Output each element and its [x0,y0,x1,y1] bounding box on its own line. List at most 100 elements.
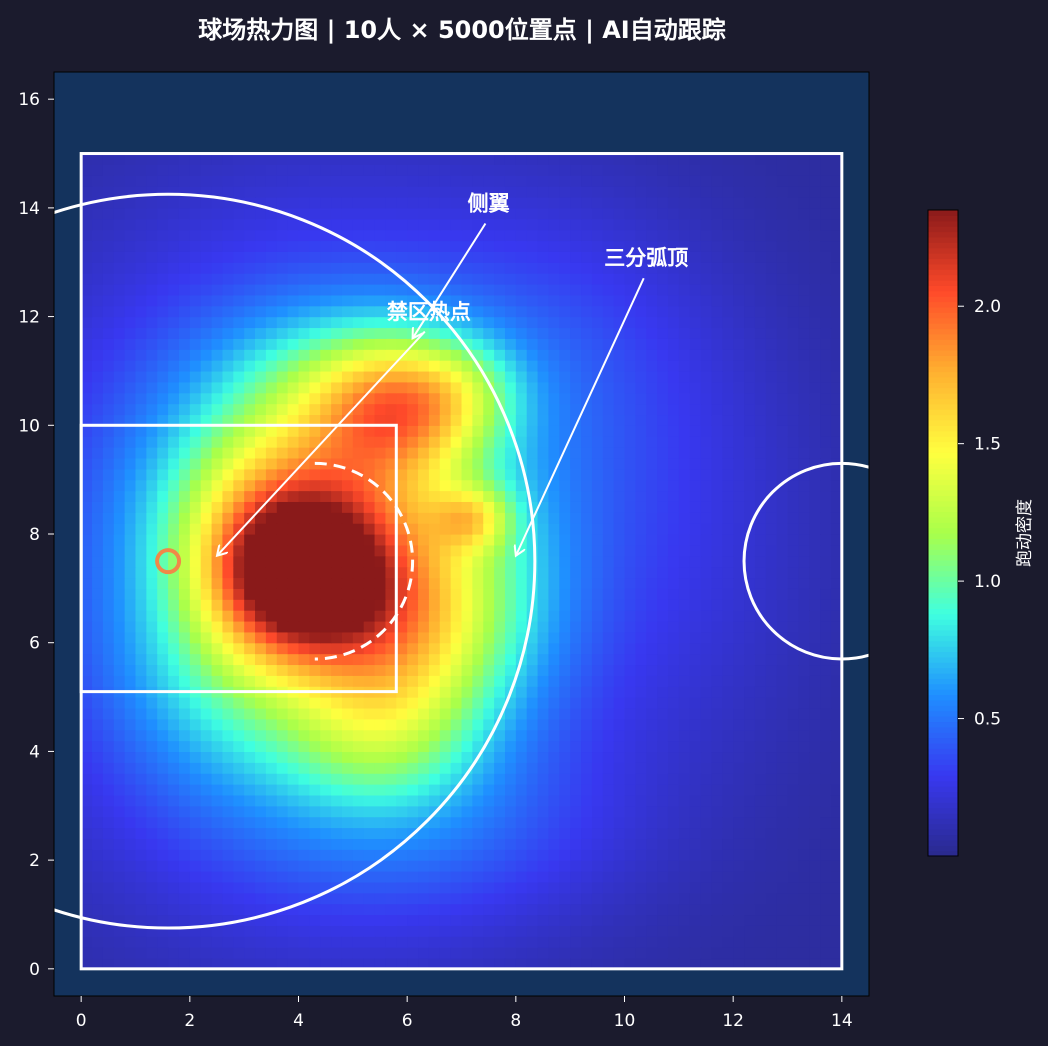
heatmap-cell [287,718,300,731]
heatmap-cell [341,827,354,839]
heatmap-cell [276,316,289,329]
heatmap-cell [320,240,332,252]
heatmap-cell [591,805,604,818]
heatmap-cell [146,381,158,394]
heatmap-cell [396,805,408,818]
heatmap-cell [483,675,495,687]
heatmap-cell [689,414,702,426]
heatmap-cell [657,740,669,753]
heatmap-cell [363,240,376,252]
heatmap-cell [265,207,278,220]
heatmap-cell [461,294,473,307]
heatmap-cell [581,338,593,350]
heatmap-cell [341,664,354,676]
heatmap-cell [809,892,821,905]
heatmap-cell [113,490,126,502]
heatmap-cell [700,360,713,372]
heatmap-cell [233,925,245,937]
heatmap-cell [504,588,517,600]
heatmap-cell [157,327,169,339]
heatmap-cell [244,827,256,839]
heatmap-cell [265,794,278,807]
heatmap-cell [504,283,517,296]
heatmap-cell [189,240,202,252]
heatmap-cell [581,544,593,557]
heatmap-cell [613,729,626,742]
heatmap-cell [722,751,734,763]
heatmap-cell [624,534,636,546]
heatmap-cell [352,349,365,361]
heatmap-cell [722,686,734,698]
heatmap-cell [602,925,615,937]
heatmap-cell [135,697,147,709]
heatmap-cell [602,664,615,676]
heatmap-cell [494,370,506,383]
heatmap-cell [754,794,767,807]
heatmap-cell [92,436,104,448]
heatmap-cell [667,370,680,383]
heatmap-cell [396,229,408,242]
heatmap-cell [744,349,756,361]
heatmap-cell [504,697,517,709]
heatmap-cell [331,849,343,861]
heatmap-cell [483,610,495,622]
heatmap-cell [548,501,560,513]
heatmap-cell [559,762,571,774]
heatmap-cell [711,631,723,644]
heatmap-cell [146,588,158,600]
heatmap-cell [787,751,799,763]
heatmap-cell [331,740,343,753]
heatmap-cell [407,251,419,263]
heatmap-cell [81,414,93,426]
heatmap-cell [548,718,560,731]
heatmap-cell [570,251,582,263]
heatmap-cell [157,925,169,937]
heatmap-cell [81,512,93,524]
heatmap-cell [363,588,376,600]
heatmap-cell [341,675,354,687]
heatmap-cell [102,740,115,753]
heatmap-cell [320,751,332,763]
heatmap-cell [722,881,734,894]
heatmap-cell [222,610,234,622]
heatmap-cell [320,914,332,926]
heatmap-cell [722,794,734,807]
heatmap-cell [591,501,604,513]
heatmap-cell [124,675,137,687]
heatmap-cell [450,414,463,426]
heatmap-cell [733,523,745,535]
heatmap-cell [689,729,702,742]
heatmap-cell [700,957,713,970]
heatmap-cell [559,849,571,861]
heatmap-cell [613,957,626,970]
heatmap-cell [570,327,582,339]
heatmap-cell [102,903,115,916]
heatmap-cell [341,870,354,883]
heatmap-cell [776,794,789,807]
heatmap-cell [113,229,126,242]
heatmap-cell [439,631,452,644]
heatmap-cell [418,207,430,220]
heatmap-cell [765,240,778,252]
heatmap-cell [222,262,234,274]
heatmap-cell [635,827,647,839]
heatmap-cell [722,218,734,231]
heatmap-cell [363,860,376,872]
heatmap-cell [407,620,419,633]
heatmap-cell [820,947,832,959]
heatmap-cell [624,490,636,502]
heatmap-cell [211,773,224,785]
heatmap-cell [537,870,550,883]
heatmap-cell [157,664,169,676]
heatmap-cell [157,273,169,285]
heatmap-cell [624,773,636,785]
heatmap-cell [244,229,256,242]
heatmap-cell [385,327,397,339]
heatmap-cell [667,294,680,307]
heatmap-cell [200,816,213,829]
heatmap-cell [222,729,234,742]
heatmap-cell [711,294,723,307]
heatmap-cell [102,240,115,252]
heatmap-cell [233,903,245,916]
heatmap-cell [548,881,560,894]
